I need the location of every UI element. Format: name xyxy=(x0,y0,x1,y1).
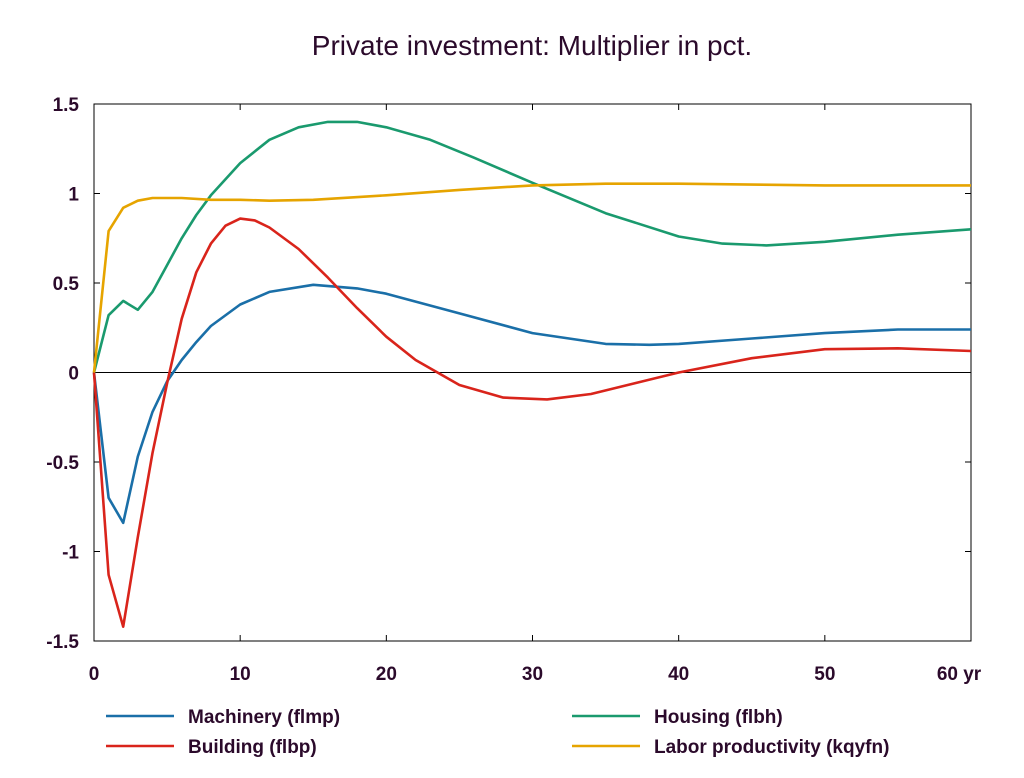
y-tick-label: 0 xyxy=(68,364,79,385)
y-tick-label: -1.5 xyxy=(46,632,79,653)
y-tick-label: 0.5 xyxy=(53,274,80,295)
chart-title: Private investment: Multiplier in pct. xyxy=(311,30,753,61)
legend-label-housing: Housing (flbh) xyxy=(654,707,783,728)
series-line-machinery xyxy=(92,283,971,525)
legend-label-machinery: Machinery (flmp) xyxy=(188,707,340,728)
y-tick-label: 1.5 xyxy=(53,95,80,116)
x-tick-label: 50 xyxy=(814,664,835,685)
series-line-labor xyxy=(92,182,971,373)
legend-label-labor: Labor productivity (kqyfn) xyxy=(654,737,889,758)
y-tick-label: -0.5 xyxy=(46,453,79,474)
series-line-building xyxy=(92,217,972,629)
legend-label-building: Building (flbp) xyxy=(188,737,317,758)
series-line-housing xyxy=(92,120,972,373)
x-tick-label: 20 xyxy=(376,664,397,685)
x-tick-label: 40 xyxy=(668,664,689,685)
x-tick-label: 30 xyxy=(522,664,543,685)
x-tick-label: 0 xyxy=(89,664,100,685)
x-tick-label: 60 yr xyxy=(937,664,982,685)
y-tick-label: 1 xyxy=(68,185,79,206)
y-tick-label: -1 xyxy=(62,543,79,564)
x-tick-label: 10 xyxy=(230,664,251,685)
